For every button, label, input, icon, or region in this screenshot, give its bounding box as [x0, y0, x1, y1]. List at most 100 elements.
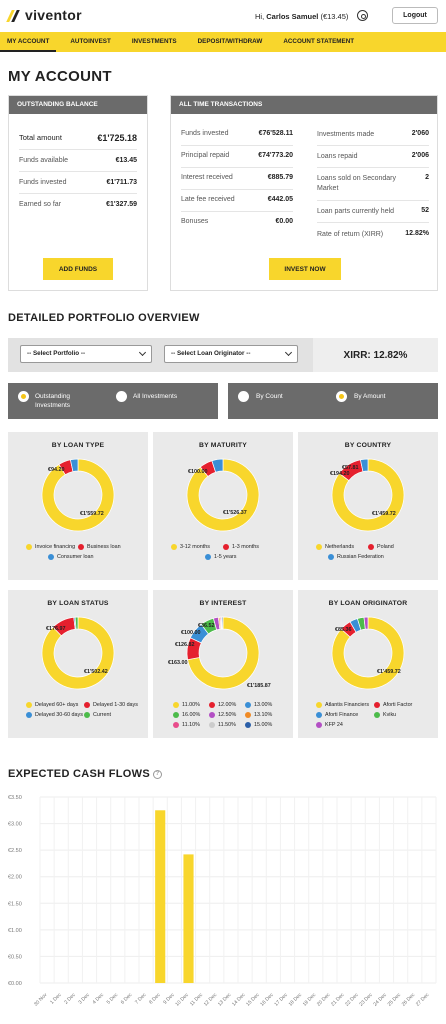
legend-swatch-icon — [209, 722, 215, 728]
nav-my-account[interactable]: MY ACCOUNT — [0, 32, 57, 52]
x-tick-label: 11 Dec — [189, 992, 205, 1008]
help-icon[interactable]: ? — [153, 769, 162, 779]
legend-item: Aforti Factor — [374, 702, 412, 708]
pie-card: BY LOAN ORIGINATOR €85.36 €1'459.72 Atlanti… — [298, 590, 438, 738]
pie-slice[interactable] — [331, 616, 405, 690]
radio-outstanding-investments[interactable] — [18, 391, 29, 402]
pie-slice[interactable] — [187, 616, 260, 690]
tx-right-row: Rate of return (XIRR) 12.82% — [317, 230, 429, 238]
pie-value-label: €1'559.72 — [80, 511, 104, 517]
select-loan-originator-dropdown[interactable]: -- Select Loan Originator -- — [164, 345, 298, 363]
pie-slice[interactable] — [221, 616, 224, 630]
viventor-logo[interactable]: viventor — [6, 7, 82, 23]
legend-item: Business loan — [78, 544, 121, 550]
legend-swatch-icon — [173, 712, 179, 718]
divider — [181, 167, 293, 168]
add-funds-button[interactable]: ADD FUNDS — [43, 258, 113, 280]
legend-item: Delayed 30-60 days — [26, 712, 83, 718]
invest-now-button[interactable]: INVEST NOW — [269, 258, 341, 280]
donut-chart — [331, 616, 405, 690]
divider — [317, 200, 429, 201]
legend-item: 11.50% — [209, 722, 236, 728]
legend-item: 11.10% — [173, 722, 200, 728]
legend-swatch-icon — [374, 702, 380, 708]
measure-toggle: By Count By Amount — [228, 383, 438, 419]
legend-item: Atlantis Financiers — [316, 702, 369, 708]
divider — [181, 211, 293, 212]
x-tick-label: 26 Dec — [401, 992, 417, 1008]
pie-slice[interactable] — [41, 458, 115, 532]
legend-swatch-icon — [223, 544, 229, 550]
nav-deposit-withdraw[interactable]: DEPOSIT/WITHDRAW — [197, 38, 263, 45]
chevron-down-icon — [138, 348, 147, 357]
pie-card: BY COUNTRY €57.81 €194.20 €1'459.72 Netherla… — [298, 432, 438, 580]
header-balance: (€13.45) — [320, 12, 349, 21]
legend-swatch-icon — [78, 544, 84, 550]
legend-swatch-icon — [316, 702, 322, 708]
legend-swatch-icon — [26, 544, 32, 550]
tx-right-row: Loans sold on Secondary Market 2 — [317, 174, 429, 192]
radio-by-count[interactable] — [238, 391, 249, 402]
xirr-display: XIRR: 12.82% — [313, 338, 438, 372]
legend-item: 16.00% — [173, 712, 200, 718]
nav-autoinvest[interactable]: AUTOINVEST — [70, 38, 111, 45]
legend-swatch-icon — [316, 712, 322, 718]
x-tick-label: 15 Dec — [245, 992, 261, 1008]
cash-flow-bar[interactable] — [183, 854, 194, 983]
portfolio-filter-bar: -- Select Portfolio -- -- Select Loan Or… — [8, 338, 438, 372]
tx-right-row: Investments made 2'060 — [317, 130, 429, 138]
legend-item: Kviku — [374, 712, 396, 718]
legend-item: 11.00% — [173, 702, 200, 708]
logout-button[interactable]: Logout — [392, 7, 438, 24]
pie-slice[interactable] — [70, 458, 79, 472]
by-count-label: By Count — [256, 393, 283, 400]
legend-item: Delayed 1-30 days — [84, 702, 138, 708]
legend-item: Invoice financing — [26, 544, 75, 550]
tx-left-row: Interest received €885.79 — [181, 174, 293, 181]
legend-item: Consumer loan — [48, 554, 94, 560]
x-tick-label: 18 Dec — [288, 992, 304, 1008]
select-portfolio-dropdown[interactable]: -- Select Portfolio -- — [20, 345, 152, 363]
outstanding-balance-title: OUTSTANDING BALANCE — [9, 96, 147, 114]
legend-swatch-icon — [205, 554, 211, 560]
legend-swatch-icon — [209, 712, 215, 718]
pie-slice[interactable] — [363, 616, 369, 630]
y-tick-label: €0.00 — [8, 981, 22, 987]
legend-swatch-icon — [245, 712, 251, 718]
x-tick-label: 1 Dec — [49, 992, 63, 1006]
pie-slice[interactable] — [331, 458, 405, 532]
pie-slice[interactable] — [74, 616, 79, 630]
donut-chart — [41, 616, 115, 690]
x-tick-label: 30 Nov — [33, 992, 49, 1008]
donut-chart — [186, 458, 260, 532]
x-tick-label: 27 Dec — [415, 992, 431, 1008]
x-tick-label: 23 Dec — [358, 992, 374, 1008]
pie-slice[interactable] — [211, 458, 224, 473]
tx-right-row: Loans repaid 2'006 — [317, 152, 429, 160]
all-time-transactions-title: ALL TIME TRANSACTIONS — [171, 96, 437, 114]
legend-item: Netherlands — [316, 544, 354, 550]
tx-right-row: Loan parts currently held 52 — [317, 207, 429, 215]
divider — [317, 167, 429, 168]
cash-flow-bar[interactable] — [155, 810, 166, 983]
nav-investments[interactable]: INVESTMENTS — [131, 38, 177, 45]
y-tick-label: €2.50 — [8, 848, 22, 854]
pie-slice[interactable] — [41, 616, 115, 690]
legend-item: 3-12 months — [171, 544, 210, 550]
by-amount-label: By Amount — [354, 393, 386, 400]
settings-gear-icon[interactable] — [357, 10, 368, 21]
radio-by-amount[interactable] — [336, 391, 347, 402]
pie-value-label: €1'502.42 — [84, 669, 108, 675]
legend-item: KFP 24 — [316, 722, 343, 728]
pie-value-label: €100.00 — [188, 469, 208, 475]
pie-slice[interactable] — [186, 458, 260, 532]
radio-all-investments[interactable] — [116, 391, 127, 402]
pie-slice[interactable] — [360, 458, 369, 472]
divider — [19, 193, 137, 194]
legend-swatch-icon — [173, 722, 179, 728]
nav-account-statement[interactable]: ACCOUNT STATEMENT — [283, 38, 355, 45]
legend-item: 1-5 years — [205, 554, 236, 560]
pie-title: BY INTEREST — [199, 600, 247, 607]
legend-swatch-icon — [26, 702, 32, 708]
legend-swatch-icon — [245, 722, 251, 728]
